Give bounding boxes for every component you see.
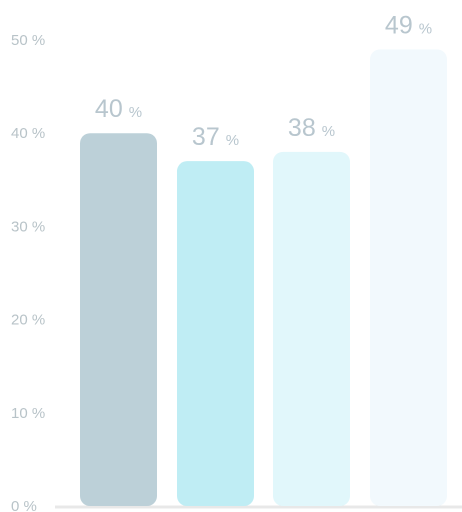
bar-value-unit: % bbox=[419, 20, 432, 37]
y-tick-label: 0 % bbox=[11, 498, 37, 512]
bar bbox=[80, 133, 157, 506]
bar-value-number: 37 bbox=[192, 123, 220, 151]
bar-value-label: 49% bbox=[385, 11, 432, 39]
y-tick-label: 20 % bbox=[11, 312, 45, 329]
bar-value-number: 49 bbox=[385, 11, 413, 39]
y-tick-label: 50 % bbox=[11, 32, 45, 49]
bar-value-unit: % bbox=[322, 123, 335, 140]
bar bbox=[370, 49, 447, 506]
y-axis: 0 % 10 % 20 % 30 % 40 % 50 % bbox=[11, 32, 45, 512]
bar-value-label: 38% bbox=[288, 114, 335, 142]
bar bbox=[177, 161, 254, 506]
bar-value-number: 38 bbox=[288, 114, 316, 142]
y-tick-label: 10 % bbox=[11, 405, 45, 422]
y-tick-label: 30 % bbox=[11, 218, 45, 235]
bar-value-unit: % bbox=[226, 132, 239, 149]
bar-value-label: 37% bbox=[192, 123, 239, 151]
y-tick-label: 40 % bbox=[11, 125, 45, 142]
bar-value-number: 40 bbox=[95, 95, 123, 123]
bar-value-label: 40% bbox=[95, 95, 142, 123]
bars-group bbox=[80, 49, 447, 506]
bar bbox=[273, 151, 350, 506]
bar-value-unit: % bbox=[129, 104, 142, 121]
data-labels-group: 40 %37% 38 %49% bbox=[95, 11, 432, 151]
